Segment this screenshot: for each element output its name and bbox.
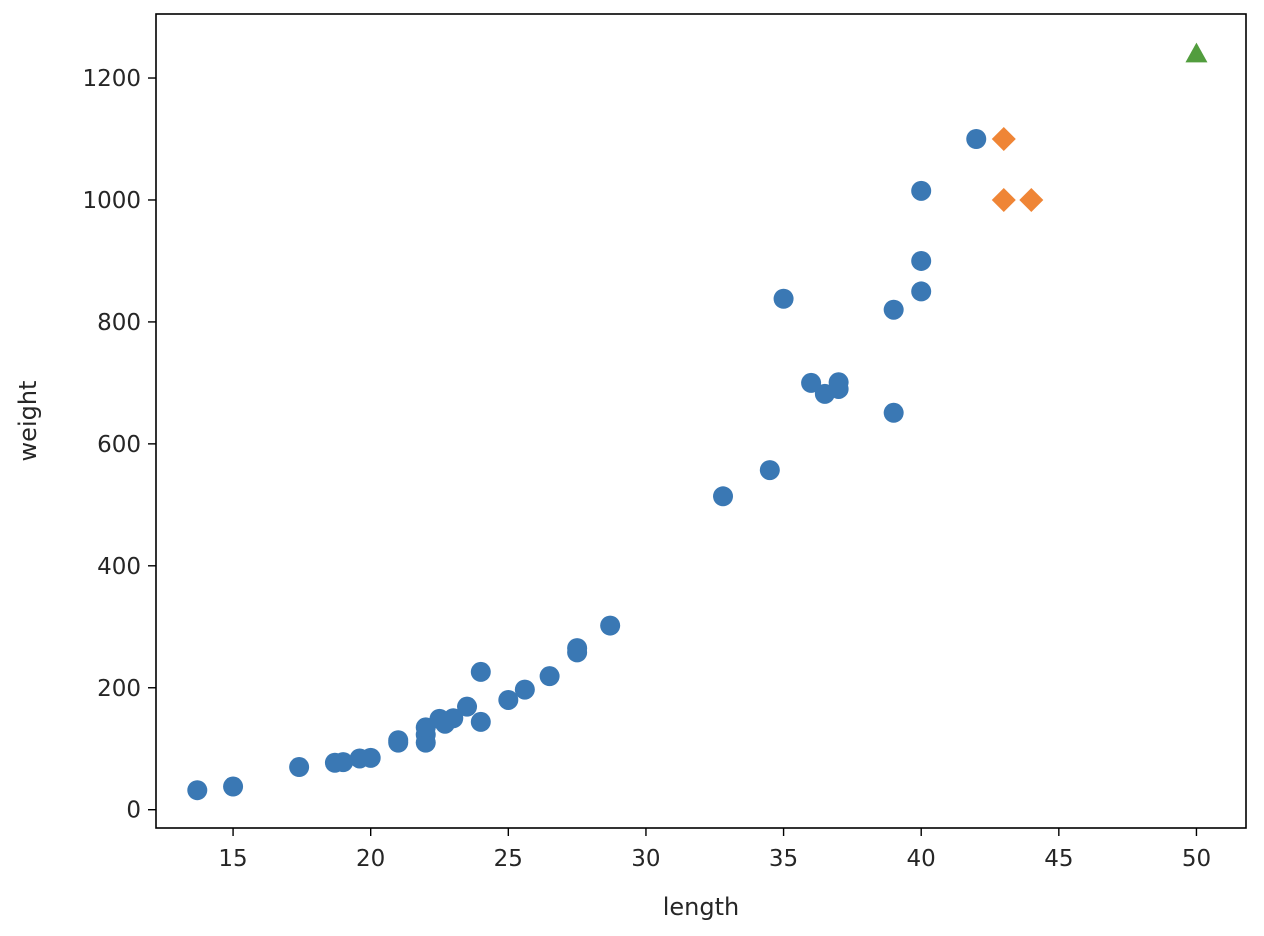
y-tick-label: 400 (97, 554, 141, 580)
x-tick-label: 35 (769, 846, 798, 872)
y-tick-label: 1200 (82, 66, 141, 92)
data-point-diamond (991, 126, 1016, 151)
x-tick-label: 45 (1044, 846, 1073, 872)
data-point-circle (289, 757, 310, 778)
data-point-circle (759, 460, 780, 481)
y-tick-label: 200 (97, 676, 141, 702)
data-point-circle (223, 776, 244, 797)
data-point-circle (443, 708, 464, 729)
data-point-circle (883, 299, 904, 320)
data-point-triangle (1185, 42, 1208, 63)
data-point-circle (911, 250, 932, 271)
data-point-circle (911, 281, 932, 302)
data-point-circle (457, 696, 478, 717)
x-tick-label: 20 (356, 846, 385, 872)
x-tick-label: 40 (907, 846, 936, 872)
data-point-circle (828, 372, 849, 393)
data-point-circle (600, 615, 621, 636)
y-tick-label: 1000 (82, 188, 141, 214)
x-tick-label: 50 (1182, 846, 1211, 872)
data-point-diamond (991, 187, 1016, 212)
data-point-circle (360, 747, 381, 768)
data-point-circle (470, 711, 491, 732)
data-point-circle (388, 730, 409, 751)
data-point-circle (773, 288, 794, 309)
data-point-circle (713, 486, 734, 507)
y-axis: 0 200 400 600 800 1000 1200 (82, 66, 156, 824)
data-point-circle (539, 666, 560, 687)
y-axis-title: weight (14, 381, 42, 462)
y-tick-label: 600 (97, 432, 141, 458)
x-tick-label: 15 (218, 846, 247, 872)
data-point-circle (911, 180, 932, 201)
x-axis: 15 20 25 30 35 40 45 50 (218, 828, 1211, 872)
plot-area (156, 14, 1246, 828)
data-point-circle (801, 372, 822, 393)
data-point-circle (966, 128, 987, 149)
data-point-circle (187, 780, 208, 801)
data-points (187, 42, 1208, 801)
data-point-circle (567, 638, 588, 659)
x-tick-label: 30 (631, 846, 660, 872)
data-point-circle (333, 752, 354, 773)
data-point-circle (470, 661, 491, 682)
y-tick-label: 800 (97, 310, 141, 336)
data-point-circle (514, 679, 535, 700)
x-tick-label: 25 (494, 846, 523, 872)
x-axis-title: length (663, 893, 740, 921)
data-point-circle (883, 402, 904, 423)
y-tick-label: 0 (126, 798, 141, 824)
data-point-diamond (1019, 187, 1044, 212)
data-point-circle (498, 689, 519, 710)
plot-frame (155, 13, 1247, 829)
